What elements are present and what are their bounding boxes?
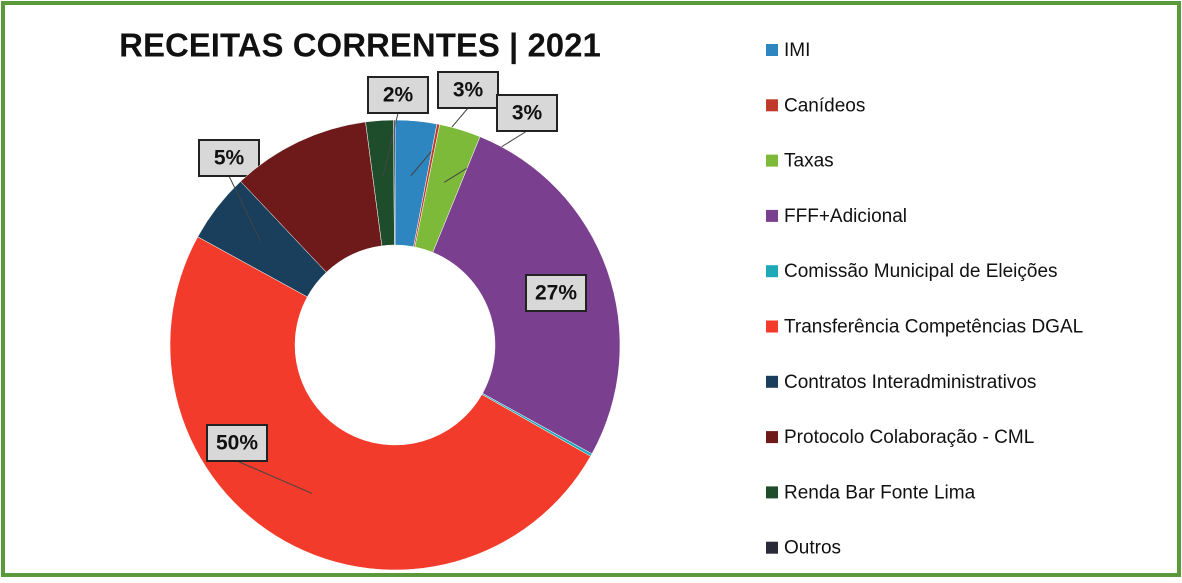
legend-swatch xyxy=(766,320,778,333)
label-box xyxy=(206,424,268,462)
legend-label: Taxas xyxy=(784,151,834,172)
legend-swatch xyxy=(766,154,778,167)
leader-line xyxy=(228,175,261,242)
donut-segment xyxy=(169,236,591,571)
label-box xyxy=(525,274,587,312)
leader-line xyxy=(382,112,399,176)
label-box xyxy=(198,139,260,177)
legend-swatch xyxy=(766,209,778,222)
label-box xyxy=(496,94,558,132)
legend-label: Comissão Municipal de Eleições xyxy=(784,261,1058,282)
legend-label: Transferência Competências DGAL xyxy=(784,317,1083,338)
legend-swatch xyxy=(766,375,778,388)
legend-swatch xyxy=(766,431,778,444)
data-label: 27% xyxy=(535,282,577,305)
legend-label: Protocolo Colaboração - CML xyxy=(784,427,1034,448)
data-label: 5% xyxy=(214,147,245,170)
legend-label: IMI xyxy=(784,40,810,61)
leader-line xyxy=(236,460,313,494)
legend-swatch xyxy=(766,541,778,554)
data-label: 3% xyxy=(512,102,543,125)
data-label: 50% xyxy=(216,432,258,455)
legend-label: Contratos Interadministrativos xyxy=(784,372,1036,393)
data-label: 3% xyxy=(453,79,484,102)
legend-swatch xyxy=(766,99,778,112)
data-label: 2% xyxy=(383,84,414,107)
legend-label: Canídeos xyxy=(784,95,865,116)
legend-label: Renda Bar Fonte Lima xyxy=(784,482,976,503)
donut-segment xyxy=(393,119,396,246)
legend-swatch xyxy=(766,486,778,499)
legend-swatch xyxy=(766,44,778,56)
legend-label: Outros xyxy=(784,538,841,559)
legend-label: FFF+Adicional xyxy=(784,206,907,227)
label-box xyxy=(437,71,499,109)
legend-swatch xyxy=(766,265,778,278)
label-box xyxy=(367,76,429,114)
chart-title: RECEITAS CORRENTES | 2021 xyxy=(119,27,601,64)
